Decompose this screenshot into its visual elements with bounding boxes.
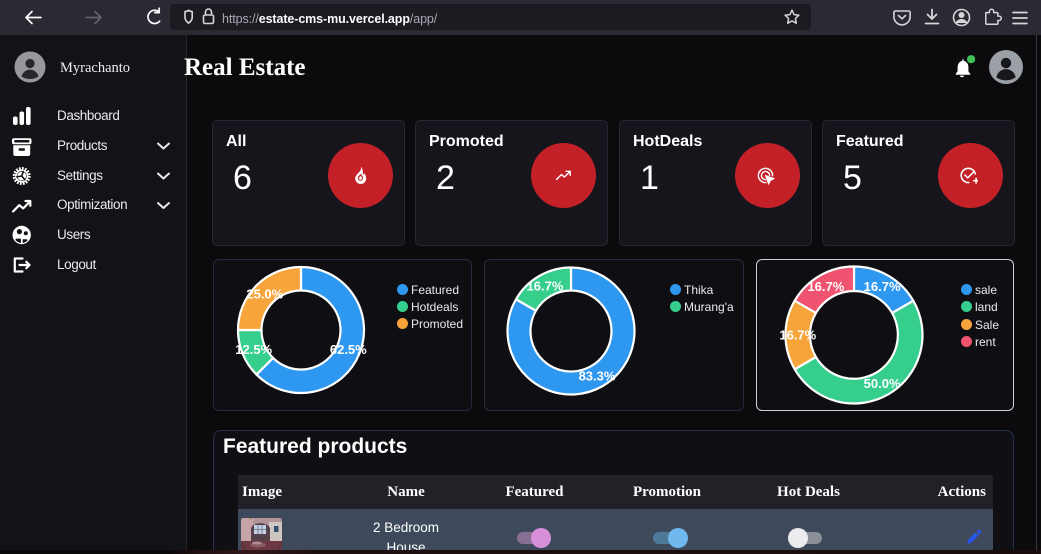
svg-text:16.7%: 16.7% xyxy=(864,279,901,294)
svg-text:16.7%: 16.7% xyxy=(807,279,844,294)
svg-text:50.0%: 50.0% xyxy=(864,376,901,391)
svg-text:16.7%: 16.7% xyxy=(527,279,564,294)
svg-text:62.5%: 62.5% xyxy=(330,342,367,357)
svg-text:25.0%: 25.0% xyxy=(246,286,283,301)
svg-text:83.3%: 83.3% xyxy=(579,369,616,384)
svg-text:12.5%: 12.5% xyxy=(235,342,272,357)
svg-text:16.7%: 16.7% xyxy=(779,328,816,343)
